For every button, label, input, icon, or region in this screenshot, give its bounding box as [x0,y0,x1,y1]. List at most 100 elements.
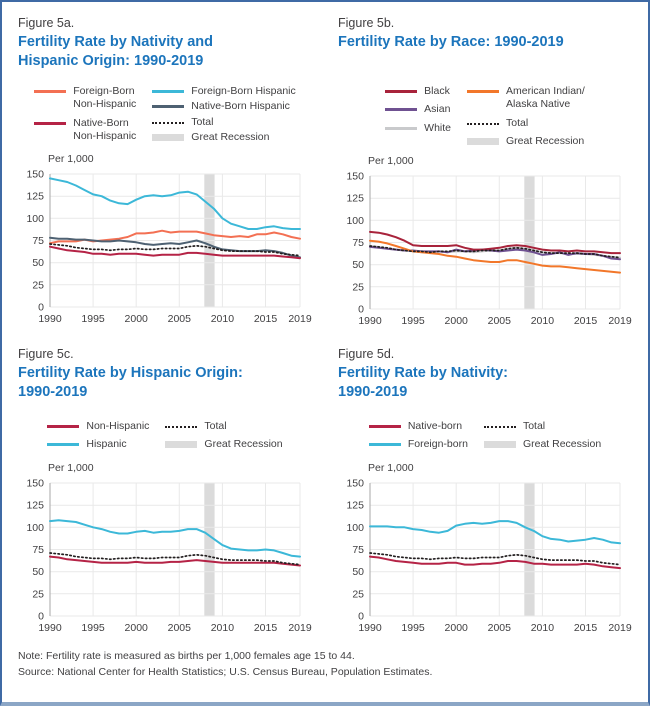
chart-area-5a: 0 25 50 75 100 125 150 1990 1995 2000 2005 2010 2015… [18,167,312,329]
legend-label: Total [522,419,546,432]
legend-item: Foreign-born [368,438,468,451]
legend-item: White [385,122,451,135]
svg-text:125: 125 [346,192,364,204]
legend: Black Asian White American Indian/ Alask… [338,85,632,149]
figure-label: Figure 5c. [18,346,74,361]
figure-title-line1: Fertility Rate by Nativity: [338,364,509,381]
svg-text:2010: 2010 [211,622,235,634]
figure-title: Fertility Rate by Nativity and Hispanic … [18,33,312,73]
svg-text:75: 75 [352,544,364,556]
legend-label: White [424,121,452,134]
note-text: Note: Fertility rate is measured as birt… [18,649,355,662]
axis-unit-label: Per 1,000 [368,154,414,167]
figure-grid: Figure 5a. Fertility Rate by Nativity an… [18,16,632,638]
svg-text:2019: 2019 [288,313,312,325]
svg-text:2010: 2010 [211,313,235,325]
chart-area-5b: 0 25 50 75 100 125 150 1990 1995 2000 2005 2010 2015… [338,169,632,331]
figure-title: Fertility Rate by Hispanic Origin: 1990-… [18,364,312,404]
legend-column: Total Great Recession [165,420,283,452]
svg-text:50: 50 [352,259,364,271]
legend-column: Black Asian White [385,85,451,135]
svg-text:75: 75 [32,235,44,247]
line-swatch-icon [385,126,418,130]
svg-text:1995: 1995 [81,313,105,325]
svg-text:50: 50 [32,566,44,578]
svg-text:2000: 2000 [125,622,149,634]
legend-item: Native-born [368,420,468,433]
legend-item: Hispanic [47,438,149,451]
figure-5b-panel: Figure 5b. Fertility Rate by Race: 1990-… [338,16,632,331]
svg-text:50: 50 [352,566,364,578]
line-swatch-icon [34,121,67,125]
svg-text:2010: 2010 [531,315,555,327]
chart-5a: 0 25 50 75 100 125 150 1990 1995 2000 2005 2010 2015… [26,169,312,326]
dotted-line-swatch-icon [165,425,198,428]
figure-label: Figure 5d. [338,346,395,361]
svg-text:125: 125 [26,499,44,511]
svg-text:2019: 2019 [608,315,632,327]
svg-text:0: 0 [38,302,44,314]
line-swatch-icon [47,443,80,447]
legend-label: American Indian/ Alaska Native [506,85,585,111]
figure-5c-panel: Figure 5c. Fertility Rate by Hispanic Or… [18,347,312,638]
legend-item: Native-Born Hispanic [152,100,295,113]
svg-text:2005: 2005 [488,315,512,327]
legend-label: Total [506,116,529,129]
dotted-line-swatch-icon [152,121,185,124]
chart-area-5c: 0 25 50 75 100 125 150 1990 1995 2000 2005 2010 2015… [18,476,312,638]
svg-text:150: 150 [346,477,364,489]
svg-text:125: 125 [26,191,44,203]
line-swatch-icon [368,424,401,428]
legend-item: Total [483,419,601,433]
legend-item: Native-Born Non-Hispanic [34,117,136,144]
legend: Native-born Foreign-born Total Great Rec… [338,420,632,456]
line-swatch-icon [368,443,401,447]
legend-label: Great Recession [506,135,585,148]
legend-label: Non-Hispanic [86,419,150,432]
figure-title-line2: 1990-2019 [18,383,88,400]
svg-text:25: 25 [352,588,364,600]
footer: Note: Fertility rate is measured as birt… [18,648,632,681]
line-swatch-icon [34,90,67,93]
svg-text:0: 0 [38,610,44,622]
svg-text:2005: 2005 [168,313,192,325]
figure-title-line2: Hispanic Origin: 1990-2019 [18,53,204,70]
legend-item: Total [165,420,282,433]
svg-text:100: 100 [346,215,364,227]
legend-column: Foreign-Born Hispanic Native-Born Hispan… [152,85,296,145]
chart-5b: 0 25 50 75 100 125 150 1990 1995 2000 2005 2010 2015… [346,170,632,327]
svg-text:2015: 2015 [254,313,278,325]
svg-text:2019: 2019 [288,622,312,634]
svg-text:150: 150 [26,169,44,181]
line-swatch-icon [385,108,418,112]
axis-unit-label: Per 1,000 [368,461,414,474]
svg-text:1990: 1990 [38,313,62,325]
axis-unit-label: Per 1,000 [48,153,94,165]
svg-text:100: 100 [26,213,44,225]
line-swatch-icon [47,424,80,428]
legend-item: Non-Hispanic [47,420,149,433]
svg-text:1990: 1990 [38,622,62,634]
figure-5d-panel: Figure 5d. Fertility Rate by Nativity: 1… [338,347,632,638]
figure-title-line1: Fertility Rate by Race: 1990-2019 [338,34,564,50]
svg-text:2015: 2015 [254,622,278,634]
svg-text:1990: 1990 [358,622,382,634]
svg-text:2000: 2000 [445,622,469,634]
legend-item: Total [467,117,585,130]
dotted-line-swatch-icon [467,122,500,125]
chart-area-5d: 0 25 50 75 100 125 150 1990 1995 2000 2005 2010 2015… [338,476,632,638]
legend-label: Hispanic [86,438,127,451]
svg-text:2019: 2019 [608,622,632,634]
recession-band-swatch-icon [165,441,198,449]
recession-band-swatch-icon [467,138,500,146]
legend-column: Non-Hispanic Hispanic [47,420,149,452]
source-text: Source: National Center for Health Stati… [18,666,433,679]
svg-text:2010: 2010 [531,622,555,634]
legend: Foreign-Born Non-Hispanic Native-Born No… [18,85,312,147]
svg-text:2015: 2015 [574,315,598,327]
legend-label: Great Recession [204,438,283,451]
svg-text:0: 0 [358,303,364,315]
svg-text:125: 125 [346,499,364,511]
figure-5a-panel: Figure 5a. Fertility Rate by Nativity an… [18,16,312,331]
legend-item: Great Recession [152,131,295,144]
